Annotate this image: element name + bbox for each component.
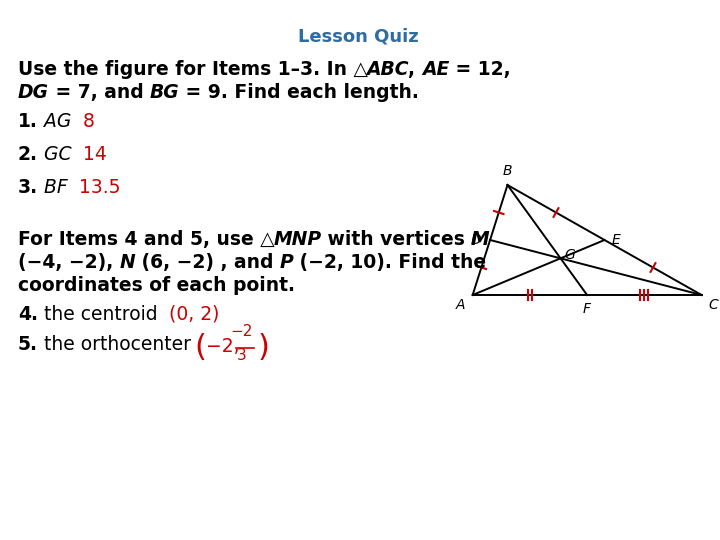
Text: N: N bbox=[119, 253, 135, 272]
Text: 3.: 3. bbox=[18, 178, 38, 197]
Text: 2.: 2. bbox=[18, 145, 38, 164]
Text: the orthocenter: the orthocenter bbox=[38, 335, 191, 354]
Text: G: G bbox=[564, 248, 575, 262]
Text: = 7, and: = 7, and bbox=[49, 83, 150, 102]
Text: E: E bbox=[611, 233, 620, 247]
Text: BF: BF bbox=[38, 178, 68, 197]
Text: GC: GC bbox=[38, 145, 71, 164]
Text: F: F bbox=[583, 302, 591, 316]
Text: 14: 14 bbox=[71, 145, 107, 164]
Text: 5.: 5. bbox=[18, 335, 38, 354]
Text: DG: DG bbox=[18, 83, 49, 102]
Text: 1.: 1. bbox=[18, 112, 37, 131]
Text: 3: 3 bbox=[237, 348, 247, 363]
Text: P: P bbox=[279, 253, 293, 272]
Text: Use the figure for Items 1–3. In △: Use the figure for Items 1–3. In △ bbox=[18, 60, 368, 79]
Text: MNP: MNP bbox=[274, 230, 321, 249]
Text: B: B bbox=[503, 164, 512, 178]
Text: M: M bbox=[471, 230, 490, 249]
Text: AG: AG bbox=[37, 112, 71, 131]
Text: the centroid: the centroid bbox=[38, 305, 158, 324]
Text: = 12,: = 12, bbox=[449, 60, 510, 79]
Text: (6, −2) , and: (6, −2) , and bbox=[135, 253, 280, 272]
Text: 8: 8 bbox=[71, 112, 95, 131]
Text: −2: −2 bbox=[230, 324, 253, 339]
Text: −2,: −2, bbox=[206, 338, 240, 356]
Text: (−2, 10). Find the: (−2, 10). Find the bbox=[293, 253, 486, 272]
Text: BG: BG bbox=[150, 83, 179, 102]
Text: For Items 4 and 5, use △: For Items 4 and 5, use △ bbox=[18, 230, 274, 249]
Text: with vertices: with vertices bbox=[321, 230, 472, 249]
Text: ,: , bbox=[408, 60, 422, 79]
Text: ABC: ABC bbox=[366, 60, 408, 79]
Text: (−4, −2),: (−4, −2), bbox=[18, 253, 120, 272]
Text: ): ) bbox=[258, 333, 269, 361]
Text: D: D bbox=[470, 233, 481, 247]
Text: coordinates of each point.: coordinates of each point. bbox=[18, 276, 295, 295]
Text: AE: AE bbox=[422, 60, 449, 79]
Text: 13.5: 13.5 bbox=[68, 178, 121, 197]
Text: Lesson Quiz: Lesson Quiz bbox=[298, 28, 418, 46]
Text: C: C bbox=[708, 298, 719, 312]
Text: (: ( bbox=[194, 333, 206, 361]
Text: A: A bbox=[456, 298, 466, 312]
Text: 4.: 4. bbox=[18, 305, 38, 324]
Text: = 9. Find each length.: = 9. Find each length. bbox=[179, 83, 419, 102]
Text: (0, 2): (0, 2) bbox=[157, 305, 219, 324]
